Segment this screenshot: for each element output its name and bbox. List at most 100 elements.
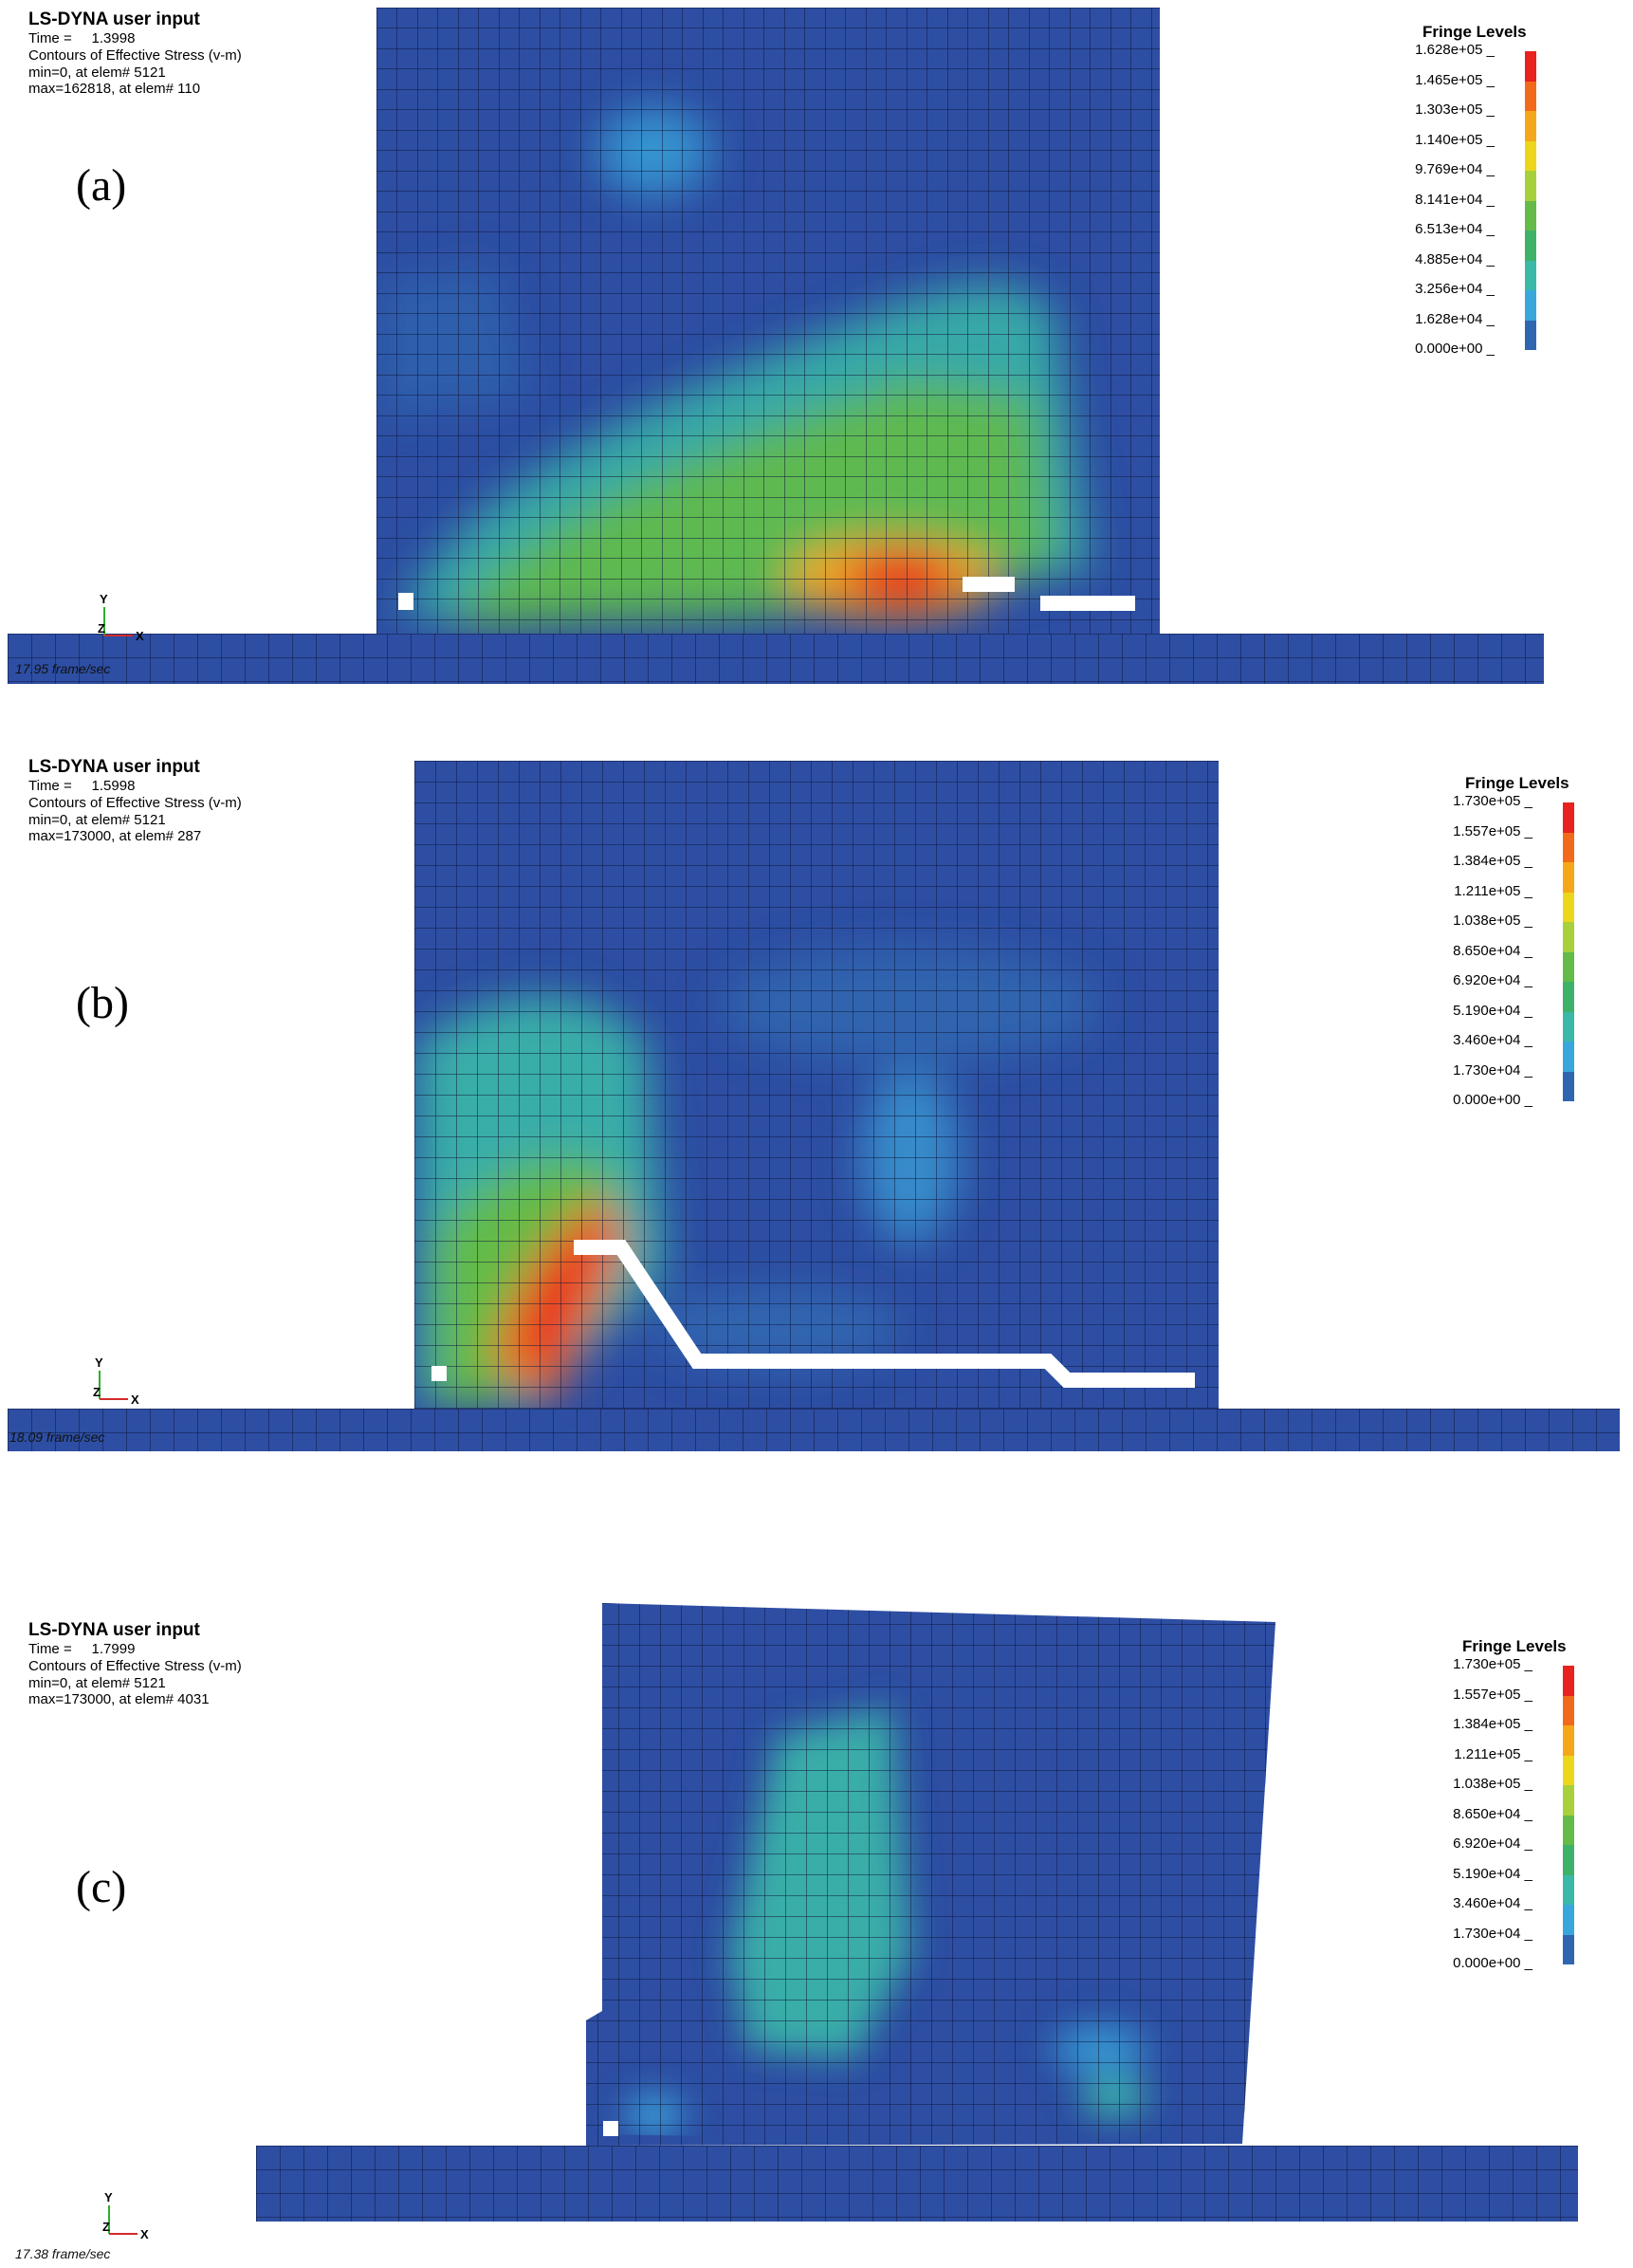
- svg-text:Z: Z: [102, 2220, 110, 2234]
- panel-a: Y X Z LS-DYNA user input Time = 1.3998 C…: [0, 0, 1633, 692]
- min-label: min=0, at elem# 5121: [28, 64, 166, 81]
- legend-swatch: [1563, 892, 1574, 922]
- legend-swatch: [1525, 260, 1536, 290]
- legend-value: 4.885e+04 _: [1415, 250, 1495, 267]
- min-label: min=0, at elem# 5121: [28, 811, 166, 828]
- svg-text:Z: Z: [93, 1385, 101, 1399]
- legend-value: 1.557e+05 _: [1453, 822, 1532, 839]
- legend-value: 1.730e+05 _: [1453, 1656, 1532, 1672]
- legend-swatch: [1563, 832, 1574, 862]
- legend-swatch: [1563, 1785, 1574, 1816]
- legend-value: 6.513e+04 _: [1415, 221, 1495, 237]
- contours-label: Contours of Effective Stress (v-m): [28, 795, 242, 812]
- axis-triad-icon: Y X Z: [102, 2190, 149, 2241]
- frame-rate: 17.95 frame/sec: [15, 661, 111, 676]
- svg-text:Y: Y: [95, 1355, 103, 1370]
- legend-swatch: [1563, 1845, 1574, 1875]
- legend-value: 1.730e+05 _: [1453, 793, 1532, 809]
- legend-value: 1.384e+05 _: [1453, 1716, 1532, 1732]
- legend-swatch: [1563, 1815, 1574, 1845]
- fringe-legend: Fringe Levels 1.730e+05 _ 1.557e+05 _ 1.38…: [1441, 774, 1574, 1153]
- legend-value: 1.384e+05 _: [1453, 853, 1532, 869]
- legend-swatch: [1563, 1934, 1574, 1964]
- legend-value: 0.000e+00 _: [1453, 1092, 1532, 1108]
- plot-title: LS-DYNA user input: [28, 1620, 200, 1640]
- legend-swatch: [1563, 1755, 1574, 1785]
- fringe-legend: Fringe Levels 1.730e+05 _ 1.557e+05 _ 1.38…: [1441, 1637, 1574, 2017]
- svg-text:X: X: [131, 1392, 139, 1407]
- legend-title: Fringe Levels: [1462, 1637, 1567, 1655]
- legend-value: 1.628e+05 _: [1415, 42, 1495, 58]
- legend-value: 3.460e+04 _: [1453, 1895, 1532, 1911]
- stress-contour-plot-b: Y X Z: [8, 761, 1620, 1451]
- legend-value: 1.038e+05 _: [1453, 1776, 1532, 1792]
- legend-value: 3.256e+04 _: [1415, 281, 1495, 297]
- legend-swatch: [1563, 1666, 1574, 1696]
- legend-swatch: [1525, 230, 1536, 261]
- legend-swatch: [1563, 1725, 1574, 1756]
- time-label: Time =: [28, 1641, 72, 1658]
- plot-title: LS-DYNA user input: [28, 757, 200, 777]
- plot-header: LS-DYNA user input Time = 1.7999 Contour…: [28, 1620, 242, 1708]
- legend-value: 1.038e+05 _: [1453, 913, 1532, 929]
- legend-value: 6.920e+04 _: [1453, 972, 1532, 988]
- time-label: Time =: [28, 30, 72, 47]
- legend-swatch: [1525, 290, 1536, 321]
- legend-swatch: [1525, 171, 1536, 201]
- legend-value: 1.730e+04 _: [1453, 1061, 1532, 1079]
- stress-contour-plot-a: Y X Z: [8, 8, 1544, 684]
- legend-value: 8.650e+04 _: [1453, 942, 1532, 959]
- panel-tag: (c): [76, 1862, 127, 1912]
- svg-text:Y: Y: [104, 2190, 113, 2204]
- legend-swatch: [1525, 320, 1536, 350]
- legend-value: 5.190e+04 _: [1453, 1002, 1532, 1019]
- legend-swatch: [1525, 111, 1536, 141]
- panel-tag: (a): [76, 160, 127, 211]
- legend-swatch: [1563, 1071, 1574, 1101]
- frame-rate: 18.09 frame/sec: [9, 1429, 105, 1445]
- time-label: Time =: [28, 778, 72, 795]
- legend-swatch: [1563, 1011, 1574, 1042]
- legend-title: Fringe Levels: [1422, 23, 1527, 41]
- svg-text:Z: Z: [98, 621, 105, 636]
- time-value: 1.7999: [91, 1641, 136, 1658]
- time-value: 1.3998: [91, 30, 136, 47]
- legend-value: 8.650e+04 _: [1453, 1805, 1532, 1822]
- legend-swatch: [1563, 1042, 1574, 1072]
- max-label: max=173000, at elem# 4031: [28, 1691, 210, 1708]
- legend-swatch: [1563, 802, 1574, 833]
- contours-label: Contours of Effective Stress (v-m): [28, 1658, 242, 1675]
- svg-text:X: X: [136, 629, 144, 643]
- legend-swatch: [1525, 81, 1536, 111]
- legend-value: 0.000e+00 _: [1415, 341, 1495, 357]
- time-value: 1.5998: [91, 778, 136, 795]
- legend-swatch: [1525, 140, 1536, 171]
- legend-swatch: [1525, 200, 1536, 230]
- plot-header: LS-DYNA user input Time = 1.5998 Contour…: [28, 757, 242, 845]
- frame-rate: 17.38 frame/sec: [15, 2246, 111, 2261]
- legend-value: 0.000e+00 _: [1453, 1955, 1532, 1971]
- svg-text:X: X: [140, 2227, 149, 2241]
- max-label: max=162818, at elem# 110: [28, 81, 201, 98]
- legend-swatch: [1563, 862, 1574, 893]
- legend-swatch: [1563, 922, 1574, 952]
- panel-c: Y X Z LS-DYNA user input Time = 1.7999 C…: [0, 1603, 1633, 2267]
- panel-b: Y X Z LS-DYNA user input Time = 1.5998 C…: [0, 740, 1633, 1461]
- legend-swatch: [1563, 951, 1574, 982]
- contours-label: Contours of Effective Stress (v-m): [28, 47, 242, 65]
- legend-value: 1.211e+05 _: [1454, 1745, 1532, 1762]
- legend-swatch: [1563, 982, 1574, 1012]
- legend-value: 6.920e+04 _: [1453, 1835, 1532, 1852]
- legend-value: 1.211e+05 _: [1454, 882, 1532, 899]
- legend-value: 1.557e+05 _: [1453, 1686, 1532, 1703]
- legend-value: 8.141e+04 _: [1415, 191, 1495, 208]
- fringe-legend: Fringe Levels 1.628e+05 _ 1.465e+05 _ 1.30…: [1404, 23, 1536, 383]
- svg-text:Y: Y: [100, 592, 108, 606]
- plot-header: LS-DYNA user input Time = 1.3998 Contour…: [28, 9, 242, 98]
- plot-title: LS-DYNA user input: [28, 9, 200, 29]
- legend-swatch: [1525, 51, 1536, 82]
- legend-swatch: [1563, 1695, 1574, 1725]
- panel-tag: (b): [76, 978, 129, 1028]
- legend-swatch: [1563, 1905, 1574, 1935]
- stress-contour-plot-c: Y X Z: [102, 1603, 1578, 2241]
